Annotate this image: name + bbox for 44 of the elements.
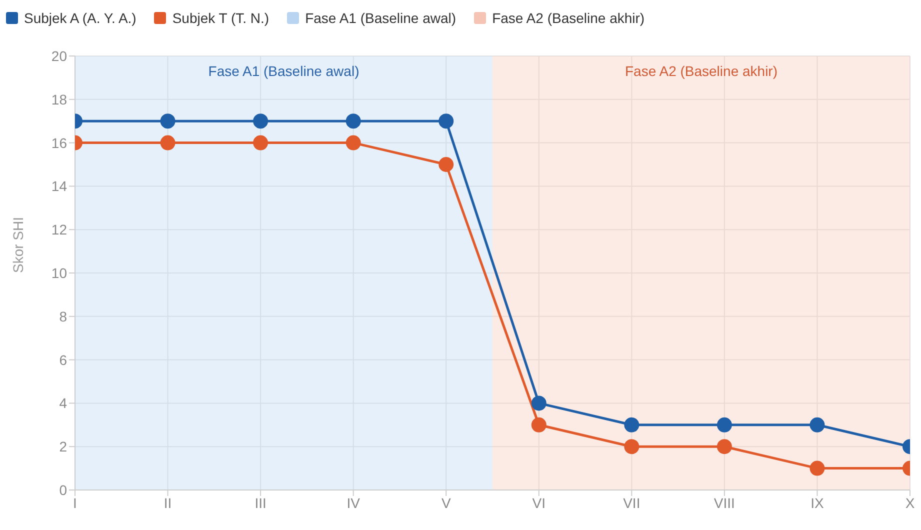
y-tick-label: 18 — [51, 91, 68, 108]
point — [716, 417, 732, 432]
point — [253, 114, 268, 129]
y-tick-label: 14 — [51, 178, 68, 194]
x-tick-label: III — [254, 494, 266, 511]
x-tick-label: IV — [346, 494, 361, 511]
x-tick-label: II — [164, 494, 172, 511]
point — [253, 135, 268, 150]
point — [810, 460, 825, 476]
point — [716, 439, 732, 454]
y-tick-label: 10 — [51, 264, 68, 281]
y-tick-label: 0 — [59, 482, 68, 498]
x-tick-label: V — [441, 494, 452, 511]
legend-label: Subjek A (A. Y. A.) — [24, 10, 136, 26]
band-label: Fase A1 (Baseline awal) — [208, 62, 360, 79]
point — [160, 135, 176, 150]
point — [438, 114, 454, 129]
point — [346, 114, 361, 129]
x-tick-label: VIII — [714, 494, 735, 511]
y-tick-label: 6 — [59, 352, 68, 368]
y-tick-label: 12 — [51, 222, 68, 238]
y-tick-label: 4 — [59, 395, 68, 412]
band-label: Fase A2 (Baseline akhir) — [624, 62, 778, 79]
point — [531, 417, 546, 432]
y-tick-label: 2 — [59, 438, 68, 455]
point — [160, 114, 176, 129]
text: Fase A1 (Baseline awal) — [305, 10, 456, 26]
point — [624, 439, 640, 454]
point — [810, 417, 825, 432]
y-tick-label: 16 — [51, 134, 68, 151]
y-tick-label: 8 — [59, 308, 68, 324]
legend-label: Subjek T (T. N.) — [172, 10, 270, 26]
x-tick-label: VII — [623, 494, 640, 511]
text: Fase A2 (Baseline akhir) — [492, 10, 645, 26]
x-tick-label: VI — [532, 494, 546, 511]
point — [531, 396, 546, 411]
point — [346, 135, 361, 150]
point — [624, 417, 640, 432]
point — [438, 157, 454, 172]
y-axis-title: Skor SHI — [10, 216, 26, 273]
x-tick-label: I — [73, 494, 77, 511]
x-tick-label: IX — [810, 494, 824, 511]
x-tick-label: X — [905, 494, 916, 511]
y-tick-label: 20 — [51, 48, 68, 64]
